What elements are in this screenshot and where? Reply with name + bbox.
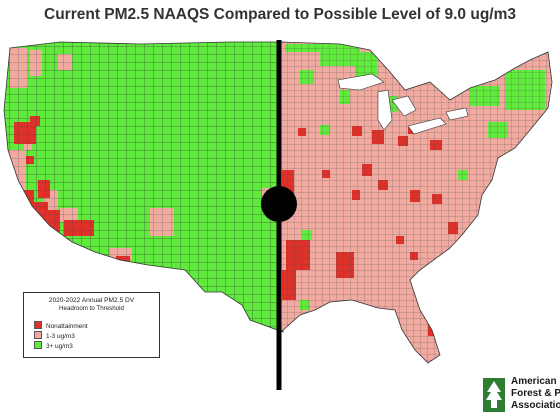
legend-swatch bbox=[34, 321, 42, 329]
tree-logo-icon bbox=[483, 378, 505, 412]
logo-text: American Forest & Pa Associatio bbox=[511, 376, 560, 411]
divider-marker bbox=[261, 186, 297, 222]
map-title: Current PM2.5 NAAQS Compared to Possible… bbox=[44, 6, 516, 23]
legend-swatch bbox=[34, 341, 42, 349]
us-county-map bbox=[3, 40, 553, 390]
legend-subtitle: Headroom to Threshold bbox=[59, 305, 124, 312]
legend-item-3-plus: 3+ ug/m3 bbox=[34, 341, 73, 350]
afpa-logo: American Forest & Pa Associatio bbox=[483, 372, 560, 420]
map-legend: 2020-2022 Annual PM2.5 DV Headroom to Th… bbox=[23, 292, 160, 358]
legend-item-nonattainment: Nonattainment bbox=[34, 321, 88, 330]
great-lakes bbox=[337, 73, 469, 135]
legend-title: 2020-2022 Annual PM2.5 DV bbox=[48, 297, 135, 304]
legend-item-1-3: 1-3 ug/m3 bbox=[34, 331, 75, 340]
legend-swatch bbox=[34, 331, 42, 339]
